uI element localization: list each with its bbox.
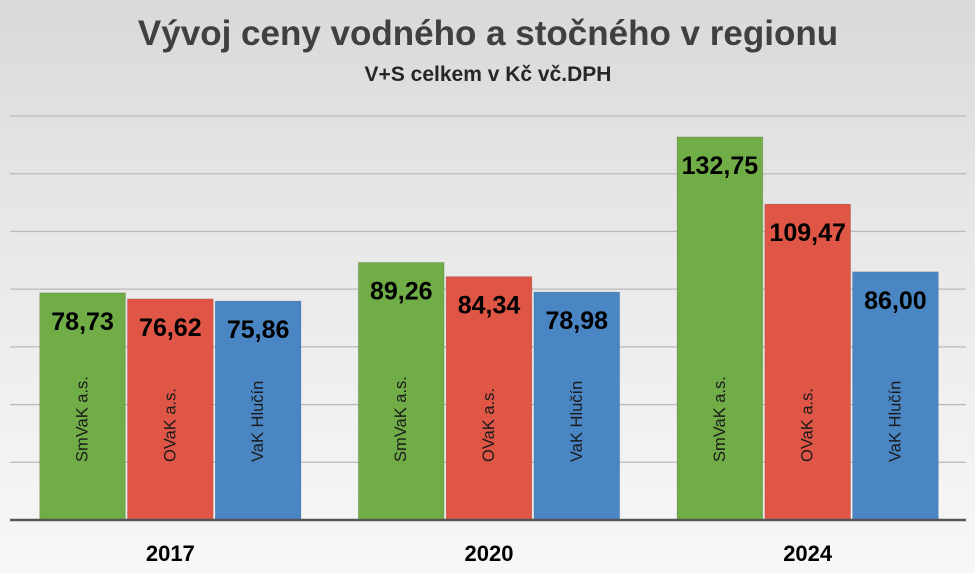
data-label-vak-hlucin-2017: 75,86 <box>227 316 290 344</box>
data-labels: 78,73 SmVaK a.s. 76,62 OVaK a.s. 75,86 VaK Hl… <box>51 152 926 462</box>
data-label-vak-hlucin-2020: 78,98 <box>545 307 608 335</box>
series-label-vak-hlucin-2017: VaK Hlučín <box>249 381 267 462</box>
bar-smvak-a-s-2024 <box>676 136 764 521</box>
bar-ovak-a-s-2017 <box>126 298 214 521</box>
category-label-2024: 2024 <box>783 541 833 566</box>
series-label-smvak-a-s-2024: SmVaK a.s. <box>711 376 729 462</box>
bars <box>39 136 939 521</box>
series-label-ovak-a-s-2020: OVaK a.s. <box>480 388 498 462</box>
chart-title: Vývoj ceny vodného a stočného v regionu <box>138 14 838 53</box>
series-label-vak-hlucin-2020: VaK Hlučín <box>568 381 586 462</box>
chart-subtitle: V+S celkem v Kč vč.DPH <box>365 63 612 86</box>
data-label-vak-hlucin-2024: 86,00 <box>864 287 927 315</box>
series-label-smvak-a-s-2017: SmVaK a.s. <box>74 376 92 462</box>
series-label-vak-hlucin-2024: VaK Hlučín <box>886 381 904 462</box>
series-label-smvak-a-s-2020: SmVaK a.s. <box>392 376 410 462</box>
bar-vak-hlucin-2017 <box>214 300 302 521</box>
category-label-2017: 2017 <box>146 541 195 566</box>
data-label-ovak-a-s-2017: 76,62 <box>139 314 202 342</box>
data-label-smvak-a-s-2020: 89,26 <box>370 277 433 305</box>
bar-vak-hlucin-2020 <box>533 291 621 521</box>
data-label-ovak-a-s-2024: 109,47 <box>769 219 845 247</box>
bar-vak-hlucin-2024 <box>852 271 939 521</box>
series-label-ovak-a-s-2024: OVaK a.s. <box>799 388 817 462</box>
data-label-smvak-a-s-2017: 78,73 <box>51 308 114 336</box>
x-axis: 2017 2020 2024 <box>10 518 966 566</box>
bar-ovak-a-s-2024 <box>764 203 852 521</box>
data-label-ovak-a-s-2020: 84,34 <box>458 292 521 320</box>
bar-smvak-a-s-2020 <box>357 261 445 521</box>
category-label-2020: 2020 <box>465 541 514 566</box>
bar-ovak-a-s-2020 <box>445 276 533 521</box>
data-label-smvak-a-s-2024: 132,75 <box>682 152 759 180</box>
series-label-ovak-a-s-2017: OVaK a.s. <box>161 388 179 462</box>
